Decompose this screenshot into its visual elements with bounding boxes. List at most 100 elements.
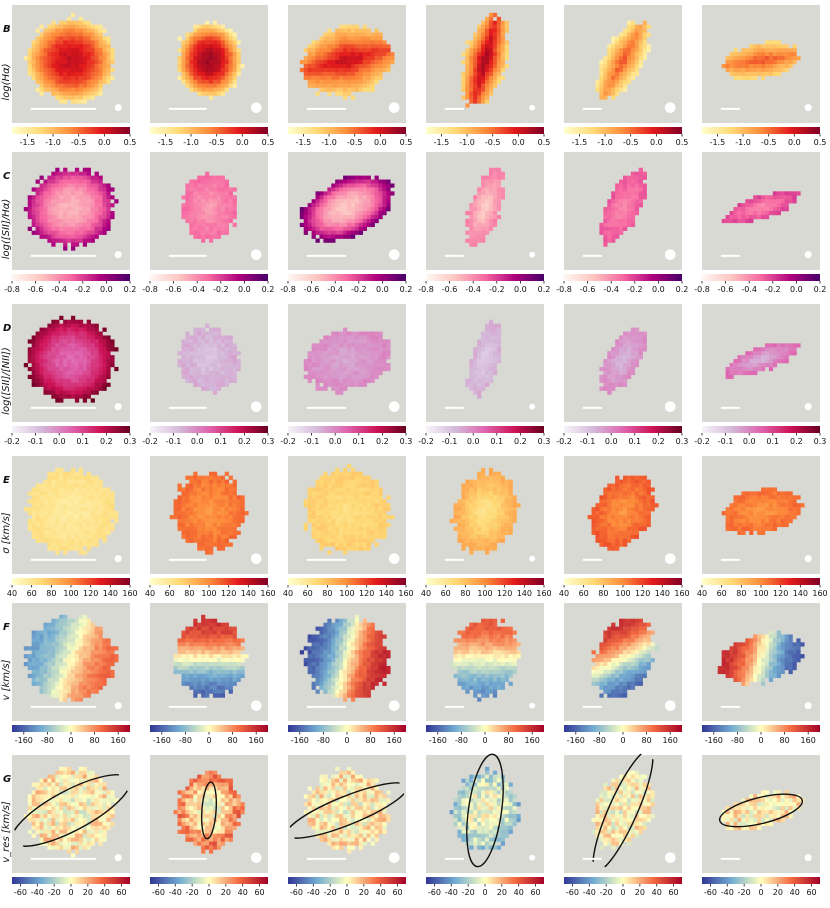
map-pixel: [772, 363, 778, 368]
map-pixel: [339, 48, 344, 53]
colorbar-tick-label: 0.2: [238, 437, 251, 446]
map-pixel: [106, 355, 111, 360]
map-pixel: [630, 56, 636, 61]
map-pixel: [792, 347, 797, 352]
map-pixel: [39, 203, 44, 208]
map-pixel: [55, 175, 60, 180]
map-pixel: [67, 503, 72, 508]
map-pixel: [343, 203, 348, 208]
map-pixel: [224, 534, 229, 539]
map-pixel: [303, 214, 308, 220]
map-pixel: [47, 211, 52, 216]
map-pixel: [193, 44, 198, 49]
map-pixel: [59, 471, 64, 476]
map-pixel: [780, 343, 785, 348]
map-pixel: [228, 32, 233, 37]
map-pixel: [343, 382, 348, 387]
map-pixel: [240, 507, 245, 512]
map-pixel: [599, 79, 604, 84]
map-pixel: [358, 218, 364, 224]
map-pixel: [224, 347, 229, 352]
map-pixel: [59, 87, 64, 92]
map-pixel: [82, 366, 88, 372]
map-pixel: [67, 515, 72, 520]
map-pixel: [619, 222, 624, 228]
map-pixel: [331, 347, 336, 352]
map-pixel: [209, 351, 214, 356]
map-pixel: [240, 511, 245, 516]
map-pixel: [757, 359, 762, 364]
map-pixel: [228, 67, 233, 73]
map-pixel: [63, 32, 68, 37]
map-pixel: [630, 211, 636, 216]
map-pixel: [370, 203, 375, 208]
map-pixel: [102, 187, 107, 192]
map-pixel: [67, 199, 72, 204]
colorbar-tick-label: -1.5: [434, 138, 450, 147]
map-pixel: [496, 44, 502, 49]
map-pixel: [358, 28, 364, 33]
map-pixel: [619, 67, 624, 73]
map-pixel: [343, 374, 348, 380]
map-pixel: [315, 75, 320, 81]
map-pixel: [47, 40, 52, 45]
map-pixel: [78, 218, 84, 224]
map-pixel: [366, 79, 371, 84]
map-pixel: [323, 355, 328, 360]
map-pixel: [224, 538, 229, 543]
map-pixel: [82, 359, 88, 364]
map-pixel: [31, 491, 36, 496]
map-pixel: [335, 44, 340, 49]
map-pixel: [630, 67, 636, 73]
map-pixel: [366, 64, 371, 69]
map-pixel: [339, 214, 344, 220]
map-pixel: [323, 195, 328, 200]
map-pixel: [492, 20, 498, 25]
map-pixel: [27, 203, 32, 208]
map-pixel: [59, 64, 64, 69]
map-panel: [12, 456, 130, 574]
map-pixel: [43, 75, 48, 81]
map-pixel: [201, 67, 206, 73]
map-pixel: [82, 339, 88, 344]
map-pixel: [94, 366, 99, 372]
map-pixel: [98, 347, 103, 352]
map-pixel: [323, 487, 328, 492]
map-pixel: [43, 386, 48, 391]
map-pixel: [82, 75, 88, 81]
map-pixel: [86, 28, 91, 33]
map-pixel: [358, 491, 364, 496]
map-pixel: [209, 382, 214, 387]
map-pixel: [205, 20, 210, 25]
map-pixel: [323, 218, 328, 224]
map-pixel: [611, 234, 616, 239]
map-pixel: [623, 359, 628, 364]
map-pixel: [55, 503, 60, 508]
map-pixel: [626, 40, 632, 45]
map-pixel: [185, 366, 190, 372]
map-pixel: [615, 366, 620, 372]
map-pixel: [67, 511, 72, 516]
map-pixel: [500, 40, 505, 45]
map-pixel: [201, 79, 206, 84]
colorbar: -1.5 -1.0 -0.5 0.0 0.5: [12, 127, 136, 147]
map-pixel: [98, 378, 103, 383]
map-pixel: [366, 479, 371, 484]
map-pixel: [197, 542, 202, 547]
map-pixel: [327, 211, 332, 216]
map-pixel: [86, 530, 91, 535]
row-letter: D: [3, 323, 11, 334]
map-pixel: [55, 382, 60, 387]
map-pixel: [488, 327, 494, 332]
map-pixel: [323, 75, 328, 81]
map-pixel: [220, 530, 226, 535]
map-pixel: [185, 374, 190, 380]
map-pixel: [496, 24, 502, 29]
map-pixel: [757, 347, 762, 352]
map-pixel: [331, 207, 336, 212]
map-pixel: [201, 203, 206, 208]
map-pixel: [189, 52, 194, 57]
map-pixel: [733, 75, 738, 81]
map-pixel: [323, 471, 328, 476]
map-pixel: [82, 199, 88, 204]
